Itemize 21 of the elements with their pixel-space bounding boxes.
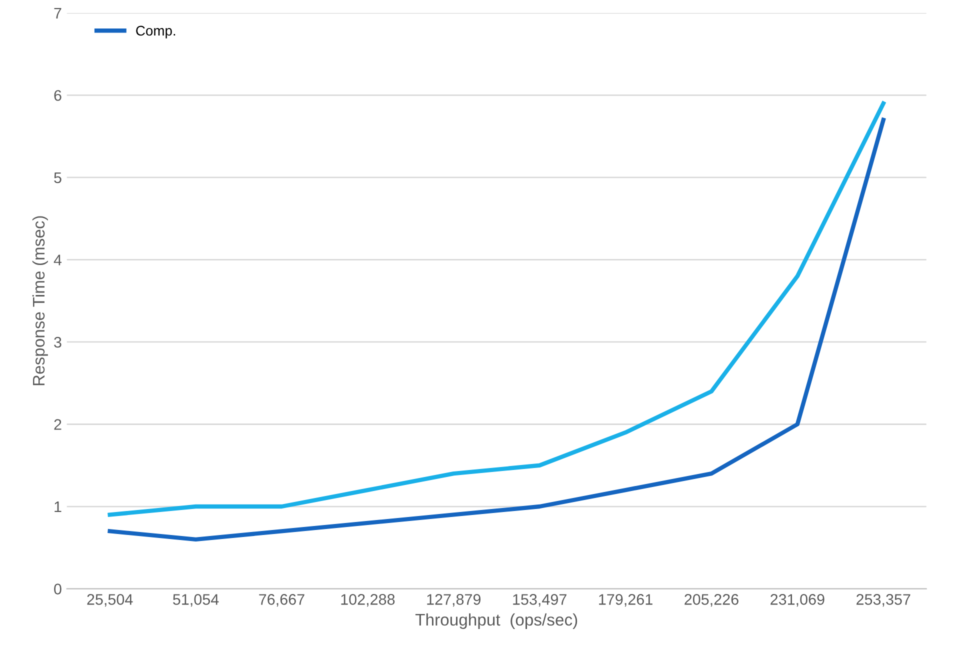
legend-label: Comp. bbox=[136, 26, 176, 38]
y-tick-label: 4 bbox=[54, 254, 62, 266]
x-tick-label: 153,497 bbox=[513, 594, 566, 607]
x-tick-label: 127,879 bbox=[427, 594, 481, 607]
x-tick-label: 231,069 bbox=[770, 594, 824, 607]
x-tick-label: 253,357 bbox=[856, 594, 910, 607]
x-tick-label: 51,054 bbox=[173, 594, 219, 607]
y-tick-label: 7 bbox=[54, 8, 62, 18]
y-tick-label: 2 bbox=[54, 419, 62, 430]
y-tick-label: 3 bbox=[54, 336, 62, 348]
x-tick-label: 179,261 bbox=[599, 594, 652, 607]
y-axis-title: Response Time (msec) bbox=[32, 216, 48, 386]
x-tick-label: 25,504 bbox=[87, 594, 133, 607]
y-tick-label: 0 bbox=[54, 584, 62, 594]
x-tick-label: 205,226 bbox=[684, 594, 738, 607]
y-tick-label: 6 bbox=[54, 90, 62, 101]
y-tick-label: 5 bbox=[54, 172, 62, 184]
y-tick-label: 1 bbox=[54, 502, 62, 512]
x-axis-title: Throughput (ops/sec) bbox=[415, 613, 578, 629]
x-tick-label: 102,288 bbox=[341, 594, 395, 607]
x-tick-label: 76,667 bbox=[259, 594, 304, 607]
